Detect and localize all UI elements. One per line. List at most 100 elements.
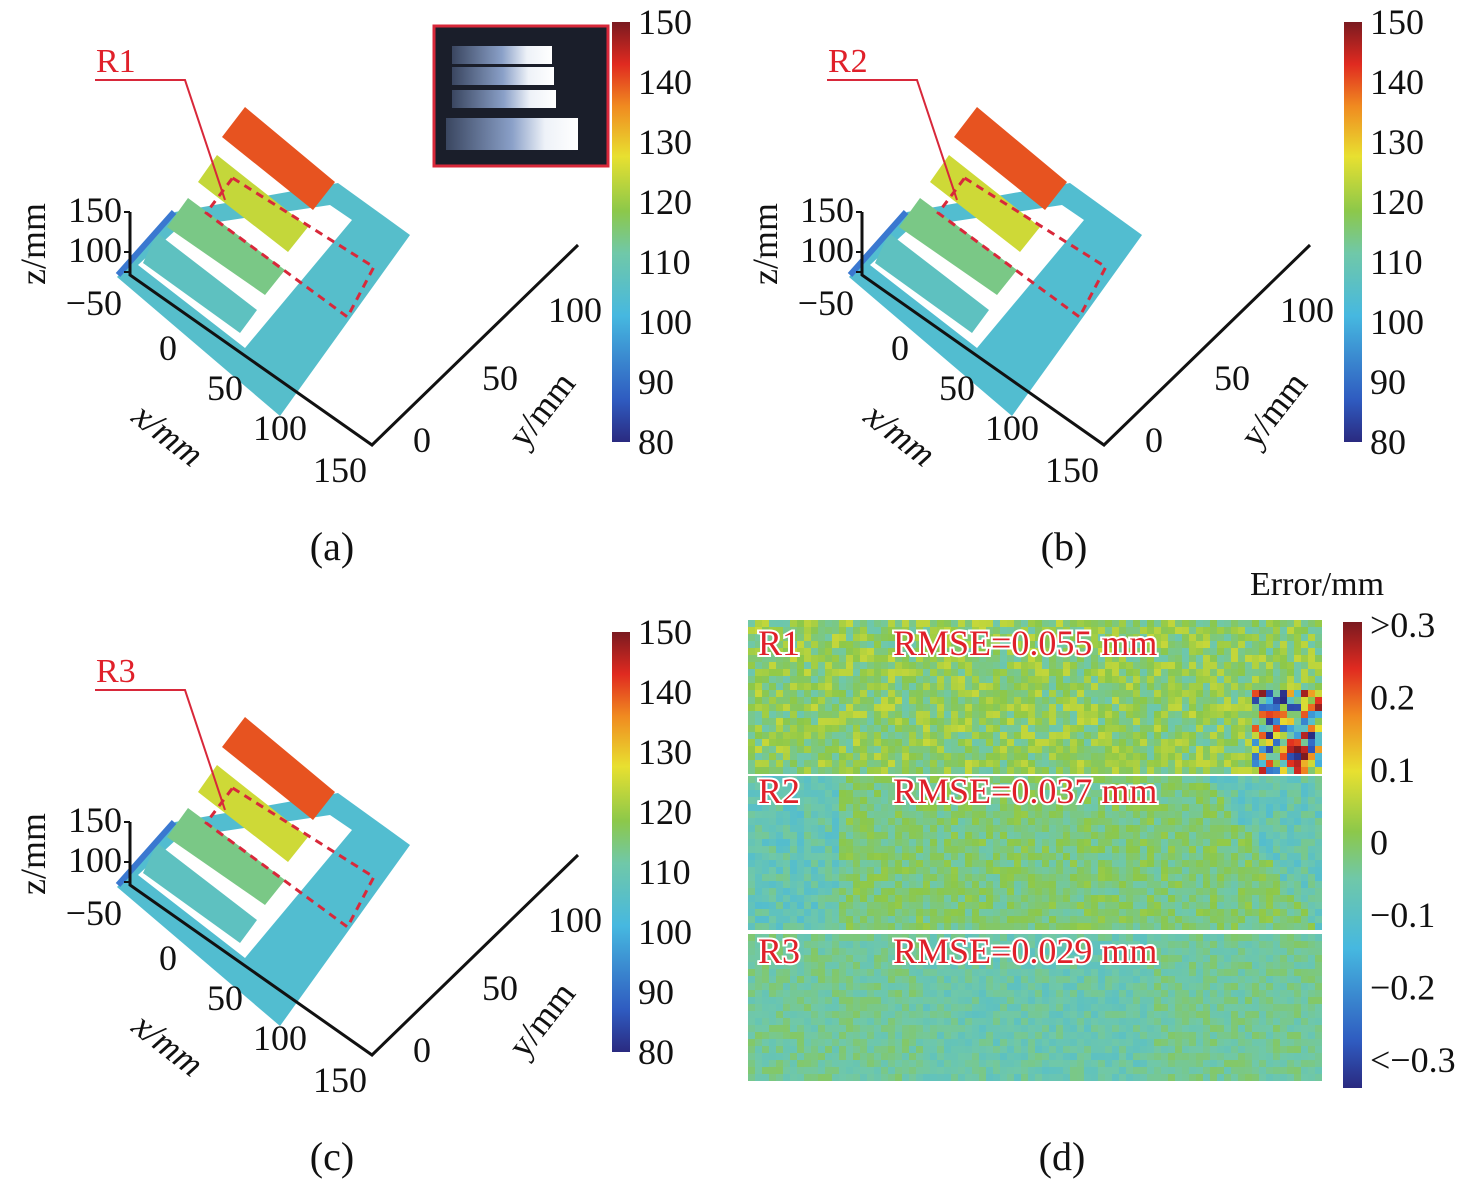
error-cell xyxy=(853,1018,860,1025)
error-cell xyxy=(1028,881,1035,888)
error-cell xyxy=(1196,839,1203,846)
error-cell xyxy=(1000,697,1007,704)
error-cell xyxy=(1161,1032,1168,1039)
error-cell xyxy=(867,627,874,634)
error-cell xyxy=(1168,690,1175,697)
error-cell xyxy=(818,662,825,669)
error-cell xyxy=(762,895,769,902)
error-cell xyxy=(846,746,853,753)
error-cell xyxy=(993,1018,1000,1025)
error-cell xyxy=(1301,783,1308,790)
error-cell xyxy=(909,739,916,746)
error-cell xyxy=(1259,1004,1266,1011)
error-cell xyxy=(1028,704,1035,711)
error-cell xyxy=(958,934,965,941)
error-cell xyxy=(1210,902,1217,909)
error-cell xyxy=(1238,804,1245,811)
error-cell xyxy=(1021,895,1028,902)
error-cell xyxy=(1252,811,1259,818)
error-cell xyxy=(1301,753,1308,760)
error-cell xyxy=(860,718,867,725)
error-cell xyxy=(902,669,909,676)
error-cell xyxy=(811,955,818,962)
error-cell xyxy=(853,739,860,746)
error-cell xyxy=(867,732,874,739)
error-cell xyxy=(993,648,1000,655)
error-cell xyxy=(1056,818,1063,825)
error-cell xyxy=(1189,711,1196,718)
error-cell xyxy=(1154,783,1161,790)
error-cell xyxy=(804,760,811,767)
error-cell xyxy=(832,983,839,990)
error-cell xyxy=(769,941,776,948)
error-cell xyxy=(1182,634,1189,641)
error-cell xyxy=(1231,818,1238,825)
error-cell xyxy=(930,846,937,853)
error-cell xyxy=(1091,776,1098,783)
error-cell xyxy=(930,969,937,976)
error-cell xyxy=(1231,676,1238,683)
error-cell xyxy=(1091,718,1098,725)
error-cell xyxy=(1077,867,1084,874)
error-cell xyxy=(867,934,874,941)
error-cell xyxy=(755,888,762,895)
error-cell xyxy=(853,790,860,797)
error-cell xyxy=(1000,711,1007,718)
error-cell xyxy=(1168,846,1175,853)
error-cell xyxy=(986,1018,993,1025)
error-cell xyxy=(1147,1011,1154,1018)
error-cell xyxy=(1070,655,1077,662)
error-cell xyxy=(818,620,825,627)
error-cell xyxy=(1000,648,1007,655)
error-cell xyxy=(930,811,937,818)
region-label: R3 xyxy=(96,653,136,690)
error-cell xyxy=(1056,648,1063,655)
error-cell xyxy=(1175,711,1182,718)
colorbar-tick-label: 130 xyxy=(638,122,692,162)
error-cell xyxy=(1084,1004,1091,1011)
error-cell xyxy=(1126,997,1133,1004)
error-cell xyxy=(1315,1025,1322,1032)
error-cell xyxy=(1245,818,1252,825)
error-cell xyxy=(1133,732,1140,739)
error-cell xyxy=(951,1025,958,1032)
error-cell xyxy=(1147,760,1154,767)
error-cell xyxy=(1126,718,1133,725)
error-cell xyxy=(1028,662,1035,669)
error-cell xyxy=(818,776,825,783)
error-cell xyxy=(832,881,839,888)
error-cell xyxy=(1000,753,1007,760)
error-cell xyxy=(1014,902,1021,909)
error-cell xyxy=(811,916,818,923)
error-cell xyxy=(811,783,818,790)
error-cell xyxy=(825,818,832,825)
error-cell xyxy=(1252,718,1259,725)
error-cell xyxy=(1028,753,1035,760)
error-cell xyxy=(1189,895,1196,902)
error-cell xyxy=(1238,955,1245,962)
error-cell xyxy=(1196,990,1203,997)
error-cell xyxy=(1007,853,1014,860)
error-cell xyxy=(783,1004,790,1011)
error-cell xyxy=(1224,753,1231,760)
error-cell xyxy=(790,976,797,983)
error-cell xyxy=(811,888,818,895)
error-cell xyxy=(1273,811,1280,818)
error-cell xyxy=(930,655,937,662)
error-cell xyxy=(804,776,811,783)
error-cell xyxy=(1028,1032,1035,1039)
error-cell xyxy=(951,1039,958,1046)
error-cell xyxy=(797,683,804,690)
error-cell xyxy=(769,804,776,811)
error-cell xyxy=(1077,962,1084,969)
error-cell xyxy=(1238,767,1245,774)
error-cell xyxy=(1259,825,1266,832)
error-cell xyxy=(1140,969,1147,976)
error-cell xyxy=(1042,839,1049,846)
error-cell xyxy=(1077,1011,1084,1018)
error-cell xyxy=(993,860,1000,867)
error-cell xyxy=(1252,839,1259,846)
error-cell xyxy=(923,895,930,902)
error-cell xyxy=(1049,1011,1056,1018)
error-cell xyxy=(1000,804,1007,811)
